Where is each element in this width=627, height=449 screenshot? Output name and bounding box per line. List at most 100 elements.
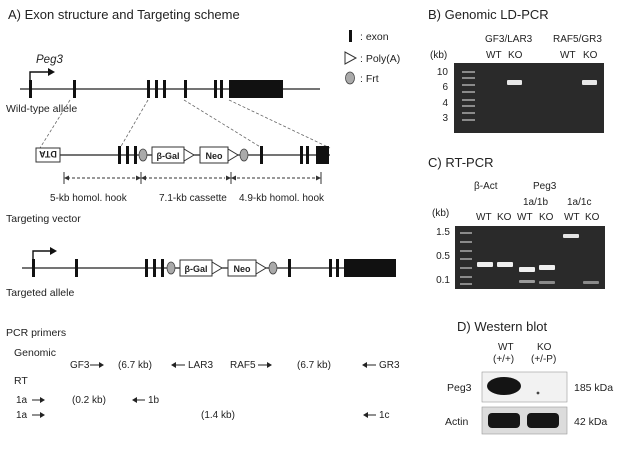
lane-label: WT <box>564 212 580 223</box>
gel-image <box>454 63 604 133</box>
exon <box>161 259 164 277</box>
primer-raf5: RAF5 <box>230 360 256 371</box>
marker-label: 3 <box>442 113 448 124</box>
gel-image <box>455 226 605 289</box>
wt-label: WT <box>498 342 514 353</box>
exon <box>134 146 137 164</box>
primer-gr3: GR3 <box>379 360 400 371</box>
legend-frt-label: : Frt <box>360 73 379 85</box>
panel-c-title: C) RT-PCR <box>428 155 493 170</box>
tss-arrowhead-icon <box>50 247 57 255</box>
arrowhead-icon <box>40 412 45 418</box>
dta-box <box>35 147 61 163</box>
exon <box>126 146 129 164</box>
panel-d-title: D) Western blot <box>457 319 547 334</box>
primer-group-label: GF3/LAR3 <box>485 34 533 45</box>
exon <box>220 80 223 98</box>
bgal-label: β-Gal <box>185 264 208 274</box>
kb-unit: (kb) <box>432 208 449 219</box>
lane-label: WT <box>560 50 576 61</box>
hook-label: 5-kb homol. hook <box>50 193 128 204</box>
legend-exon-swatch <box>349 30 352 42</box>
exon <box>32 259 35 277</box>
lane-label: WT <box>517 212 533 223</box>
kb-unit: (kb) <box>430 50 447 61</box>
lane-label: KO <box>508 50 523 61</box>
panel-b: B) Genomic LD-PCR GF3/LAR3 RAF5/GR3 (kb)… <box>428 7 604 133</box>
exon <box>153 259 156 277</box>
ko-genotype: (+/-P) <box>531 354 556 365</box>
frt-site <box>166 261 176 275</box>
exon <box>300 146 303 164</box>
wt-genotype: (+/+) <box>493 354 514 365</box>
marker-label: 4 <box>442 98 448 109</box>
ladder <box>460 232 472 285</box>
gel-band <box>477 262 493 267</box>
targeting-vector: DTA β-Gal Neo <box>35 146 330 164</box>
arrowhead-icon <box>99 362 104 368</box>
vector-label: Targeting vector <box>6 213 81 225</box>
exon-large <box>229 80 283 98</box>
exon <box>75 259 78 277</box>
frt-site <box>268 261 278 275</box>
exon <box>147 80 150 98</box>
arrowhead-icon <box>267 362 272 368</box>
exon <box>145 259 148 277</box>
polya-icon <box>183 148 195 162</box>
polya-icon <box>227 148 239 162</box>
arrowhead-icon <box>226 175 231 181</box>
tss-arrow-icon <box>29 71 49 89</box>
exon <box>73 80 76 98</box>
frt-site <box>239 148 249 162</box>
primer-lar3: LAR3 <box>188 360 213 371</box>
exon <box>118 146 121 164</box>
arrowhead-icon <box>362 362 367 368</box>
marker-label: 1.5 <box>436 227 450 238</box>
arrowhead-icon <box>231 175 236 181</box>
polya-icon <box>344 51 358 65</box>
panel-a: A) Exon structure and Targeting scheme :… <box>6 7 400 421</box>
primer-1b: 1b <box>148 395 160 406</box>
legend: : exon : Poly(A) : Frt <box>344 30 400 85</box>
exon <box>29 80 32 98</box>
blot-row-label: Actin <box>445 416 469 428</box>
arrowhead-icon <box>64 175 69 181</box>
primers-genomic-label: Genomic <box>14 347 56 359</box>
blot-size-label: 42 kDa <box>574 416 607 428</box>
lane-label: KO <box>539 212 554 223</box>
blot-band <box>487 377 521 395</box>
ladder <box>462 71 475 121</box>
lane-label: KO <box>583 50 598 61</box>
lane-label: WT <box>486 50 502 61</box>
exon-large <box>344 259 396 277</box>
hook-spans: 5-kb homol. hook 7.1-kb cassette 4.9-kb … <box>50 172 325 204</box>
gel-band <box>539 265 555 270</box>
group-label: Peg3 <box>533 181 557 192</box>
primer-1a: 1a <box>16 410 28 421</box>
hook-label: 4.9-kb homol. hook <box>239 193 325 204</box>
frt-site <box>138 148 148 162</box>
exon <box>336 259 339 277</box>
gel-band <box>563 234 579 238</box>
primer-size: (0.2 kb) <box>72 395 106 406</box>
gel-band <box>539 281 555 284</box>
gel-band <box>582 80 597 85</box>
exon <box>288 259 291 277</box>
legend-polya-label: : Poly(A) <box>360 53 400 65</box>
arrowhead-icon <box>132 397 137 403</box>
gel-band <box>583 281 599 284</box>
neo-label: Neo <box>205 151 223 161</box>
marker-label: 0.5 <box>436 251 450 262</box>
primer-gf3: GF3 <box>70 360 90 371</box>
blot-row-label: Peg3 <box>447 382 472 394</box>
exon <box>329 259 332 277</box>
lane-label: KO <box>497 212 512 223</box>
primer-size: (6.7 kb) <box>118 360 152 371</box>
tss-arrowhead-icon <box>48 68 55 76</box>
marker-label: 6 <box>442 82 448 93</box>
arrowhead-icon <box>40 397 45 403</box>
homology-lines <box>39 99 331 149</box>
primer-1a: 1a <box>16 395 28 406</box>
exon <box>163 80 166 98</box>
